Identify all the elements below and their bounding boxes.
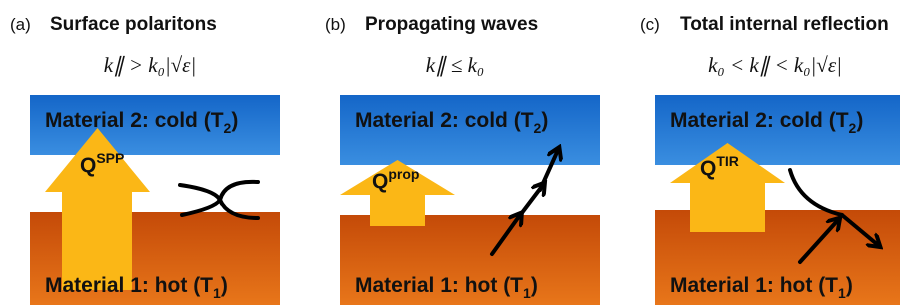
reflect-curve — [790, 170, 842, 215]
cold-label: Material 2: cold (T2) — [45, 109, 238, 136]
label-sub: 2 — [534, 120, 542, 136]
panel-title: Surface polaritons — [50, 14, 217, 35]
cold-label: Material 2: cold (T2) — [355, 109, 548, 136]
label-end: ) — [531, 274, 538, 297]
panel-label: (c) — [640, 15, 660, 34]
flux-sup: TIR — [716, 153, 739, 169]
flux-symbol: Q — [700, 157, 716, 180]
condition: k₀ < k∥ < k₀|√ε| — [708, 53, 842, 77]
panels: (a) Surface polaritons k∥ > k₀|√ε| Material… — [10, 14, 900, 305]
label-end: ) — [541, 109, 548, 132]
label-end: ) — [846, 274, 853, 297]
label-text: Material 1: hot (T — [355, 274, 523, 297]
panel-title: Total internal reflection — [680, 14, 889, 35]
label-end: ) — [221, 274, 228, 297]
label-sub: 1 — [523, 285, 531, 301]
cold-label: Material 2: cold (T2) — [670, 109, 863, 136]
flux-symbol: Q — [372, 170, 388, 193]
label-text: Material 2: cold (T — [670, 109, 849, 132]
condition: k∥ ≤ k₀ — [426, 53, 484, 77]
label-end: ) — [231, 109, 238, 132]
hot-label: Material 1: hot (T1) — [670, 274, 853, 301]
condition: k∥ > k₀|√ε| — [104, 53, 196, 77]
panel-label: (a) — [10, 15, 31, 34]
hot-label: Material 1: hot (T1) — [355, 274, 538, 301]
flux-symbol: Q — [80, 154, 96, 177]
label-sub: 2 — [224, 120, 232, 136]
label-end: ) — [856, 109, 863, 132]
label-sub: 2 — [849, 120, 857, 136]
flux-sup: prop — [388, 166, 419, 182]
flux-sup: SPP — [96, 150, 124, 166]
hot-label: Material 1: hot (T1) — [45, 274, 228, 301]
panel-title: Propagating waves — [365, 14, 538, 35]
polariton-curve — [180, 182, 258, 200]
figure: (a) Surface polaritons k∥ > k₀|√ε| Material… — [0, 0, 900, 305]
label-sub: 1 — [838, 285, 846, 301]
label-text: Material 1: hot (T — [45, 274, 213, 297]
panel-label: (b) — [325, 15, 346, 34]
label-text: Material 1: hot (T — [670, 274, 838, 297]
label-text: Material 2: cold (T — [355, 109, 534, 132]
label-text: Material 2: cold (T — [45, 109, 224, 132]
label-sub: 1 — [213, 285, 221, 301]
